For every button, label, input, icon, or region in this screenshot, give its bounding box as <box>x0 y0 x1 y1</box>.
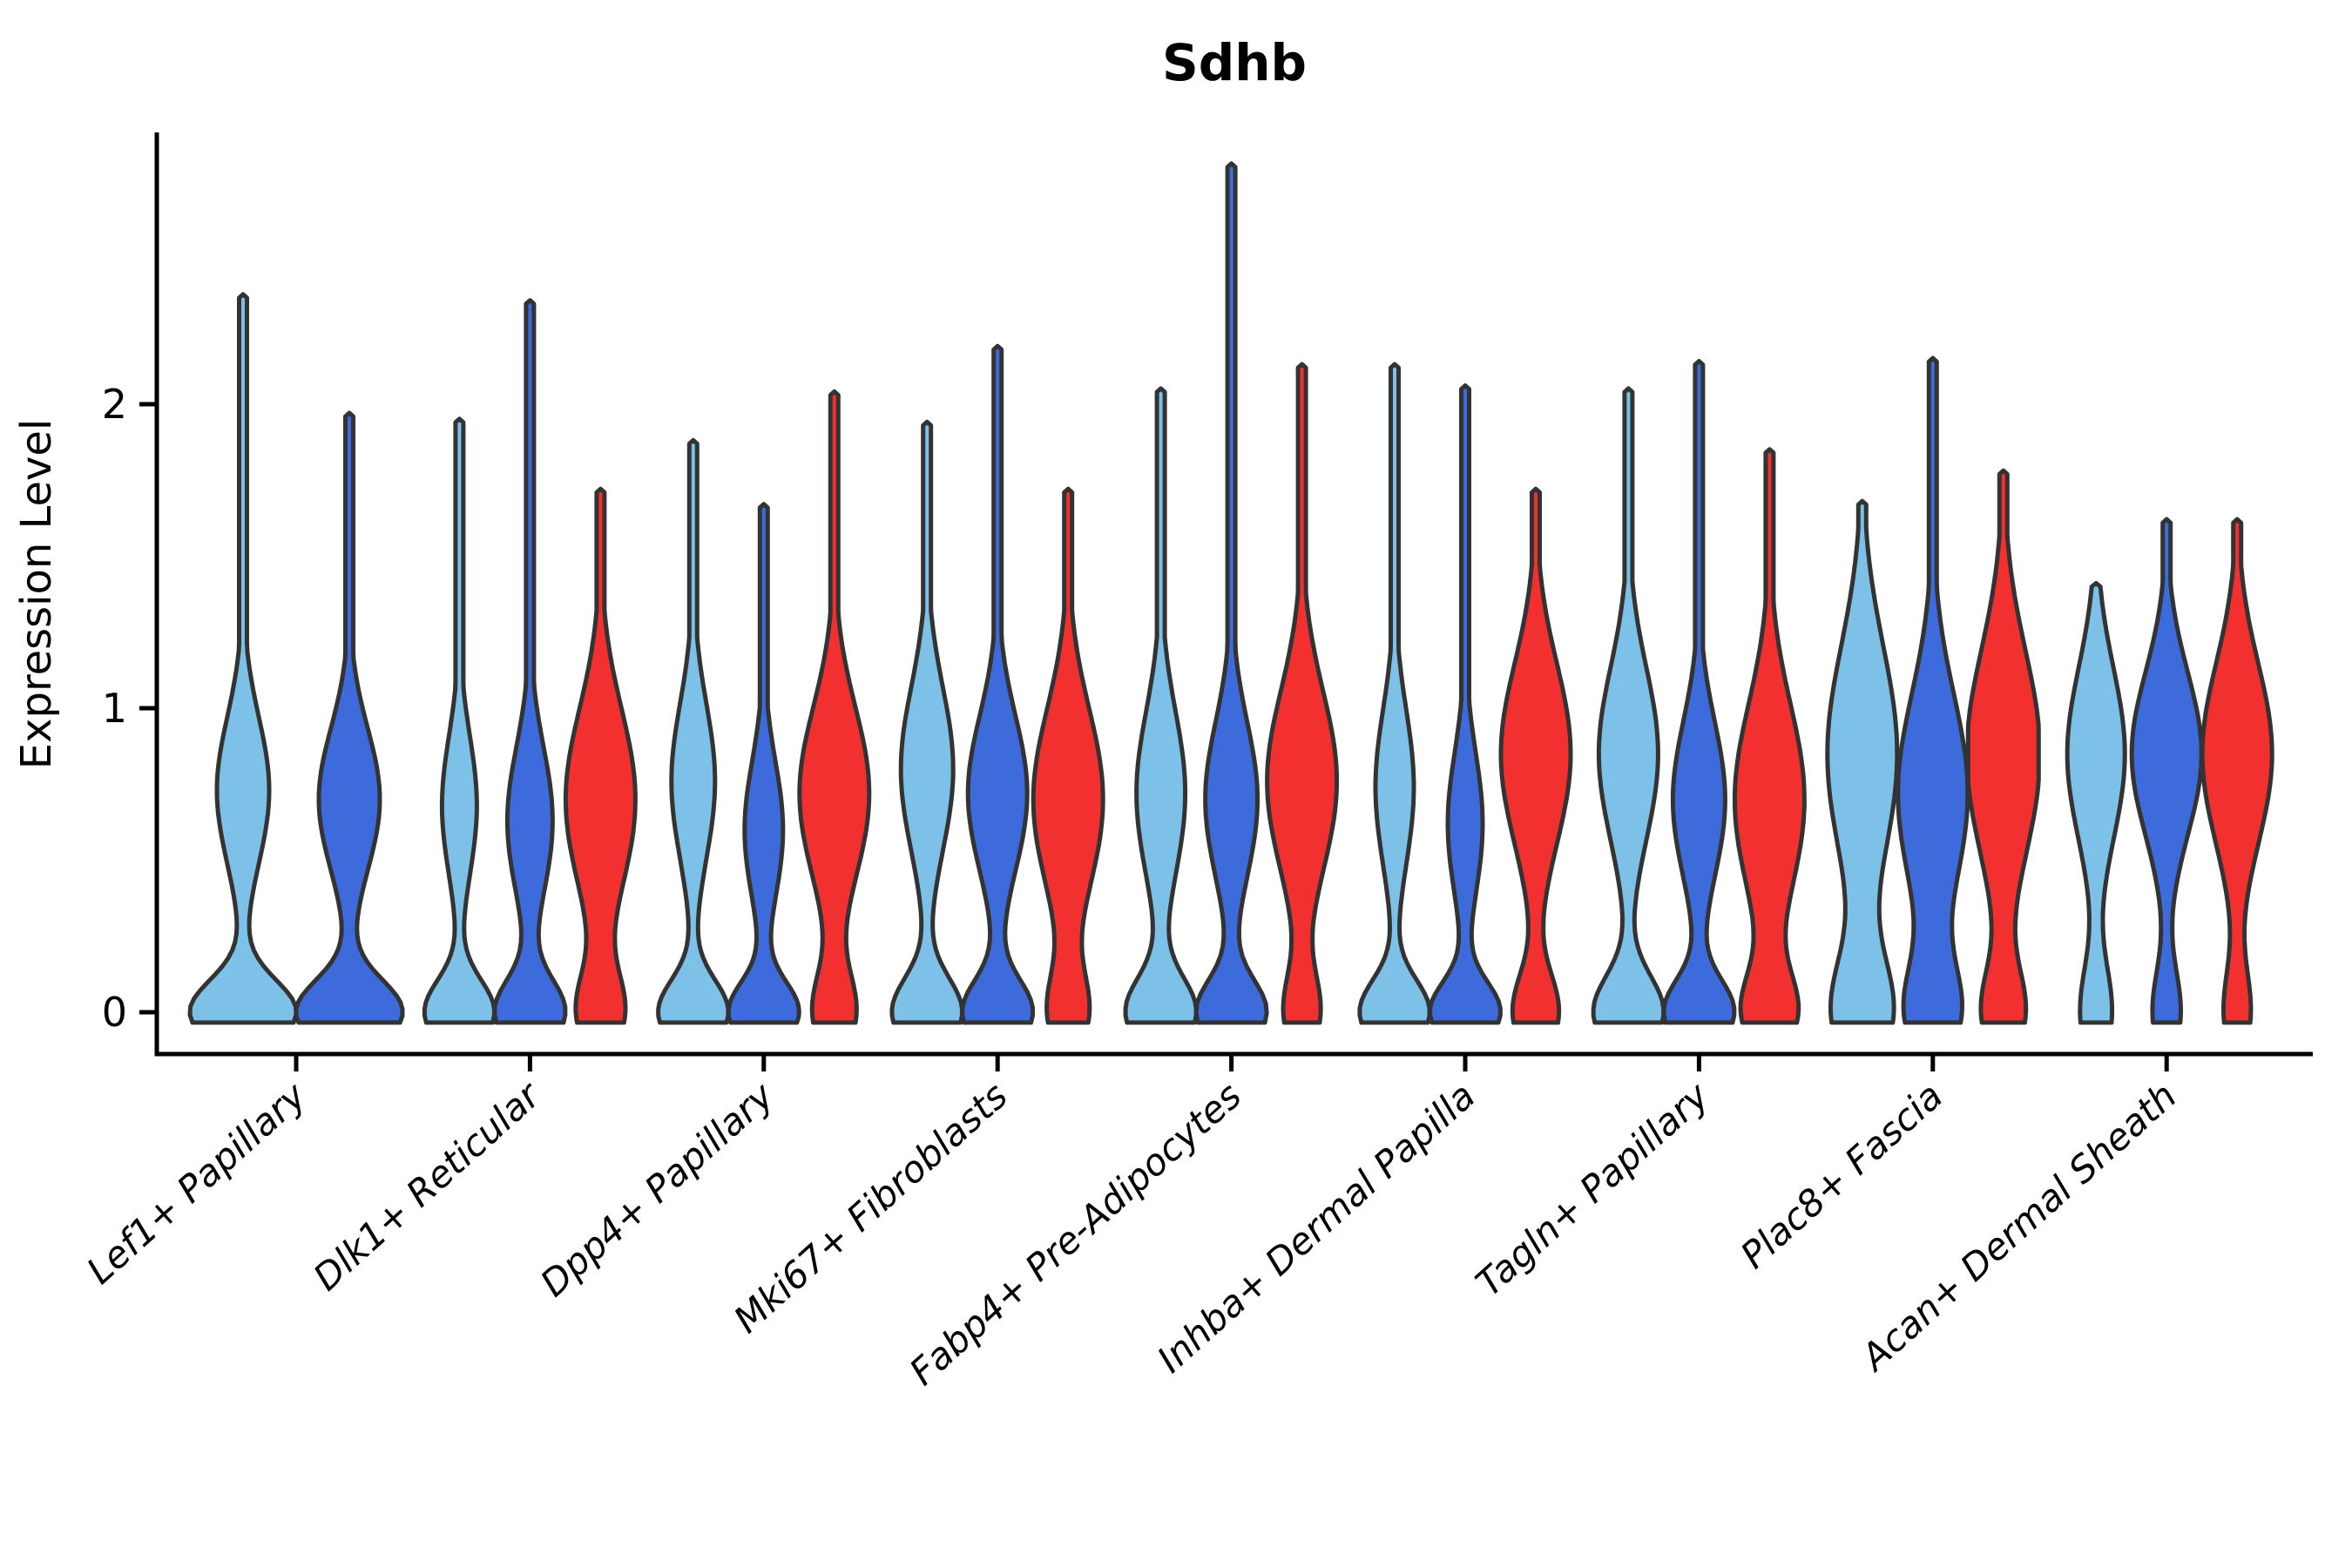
x-category-label: Plac8+ Fascia <box>1733 1074 1951 1277</box>
x-category-label: Tagln+ Papillary <box>1468 1073 1718 1304</box>
y-axis-label: Expression Level <box>12 419 61 770</box>
y-tick-label: 0 <box>102 989 127 1036</box>
ticks-layer: 0 1 2 <box>102 381 2169 1071</box>
violin-inhba-dark_blue <box>1428 383 1503 1025</box>
violin-tagln-light_blue <box>1591 386 1666 1025</box>
violin-plac8-dark_blue <box>1896 355 1970 1025</box>
violin-mki67-dark_blue <box>960 343 1036 1025</box>
violin-dlk1-light_blue <box>422 416 497 1025</box>
violin-inhba-red <box>1498 486 1573 1025</box>
violins-layer <box>187 161 2274 1025</box>
violin-dlk1-dark_blue <box>492 298 568 1025</box>
violin-tagln-dark_blue <box>1661 359 1737 1025</box>
violin-acan-dark_blue <box>2129 517 2204 1025</box>
violin-mki67-light_blue <box>889 419 964 1025</box>
y-tick-label: 1 <box>102 685 127 732</box>
x-category-label: Lef1+ Papillary <box>78 1073 314 1292</box>
violin-fabp4-red <box>1265 362 1340 1025</box>
violin-fabp4-dark_blue <box>1193 161 1269 1025</box>
violin-plac8-red <box>1965 468 2041 1025</box>
violin-tagln-red <box>1732 447 1807 1025</box>
chart-title: Sdhb <box>1162 33 1307 92</box>
violin-fabp4-light_blue <box>1123 386 1199 1025</box>
violin-mki67-red <box>1031 486 1105 1025</box>
y-tick-label: 2 <box>102 381 127 428</box>
violin-dpp4-red <box>797 389 872 1025</box>
x-category-label: Dpp4+ Papillary <box>532 1073 782 1305</box>
violin-dpp4-dark_blue <box>726 502 801 1025</box>
violin-lef1-dark_blue <box>294 410 405 1025</box>
violin-dlk1-red <box>563 486 638 1025</box>
violin-acan-light_blue <box>2065 580 2127 1025</box>
x-category-label: Dlk1+ Reticular <box>305 1072 550 1299</box>
axes-layer <box>154 132 2313 1057</box>
violin-plac8-light_blue <box>1825 498 1900 1025</box>
violin-acan-red <box>2200 517 2274 1025</box>
violin-lef1-light_blue <box>187 292 299 1025</box>
violin-inhba-light_blue <box>1357 362 1432 1025</box>
violin-dpp4-light_blue <box>656 437 731 1025</box>
